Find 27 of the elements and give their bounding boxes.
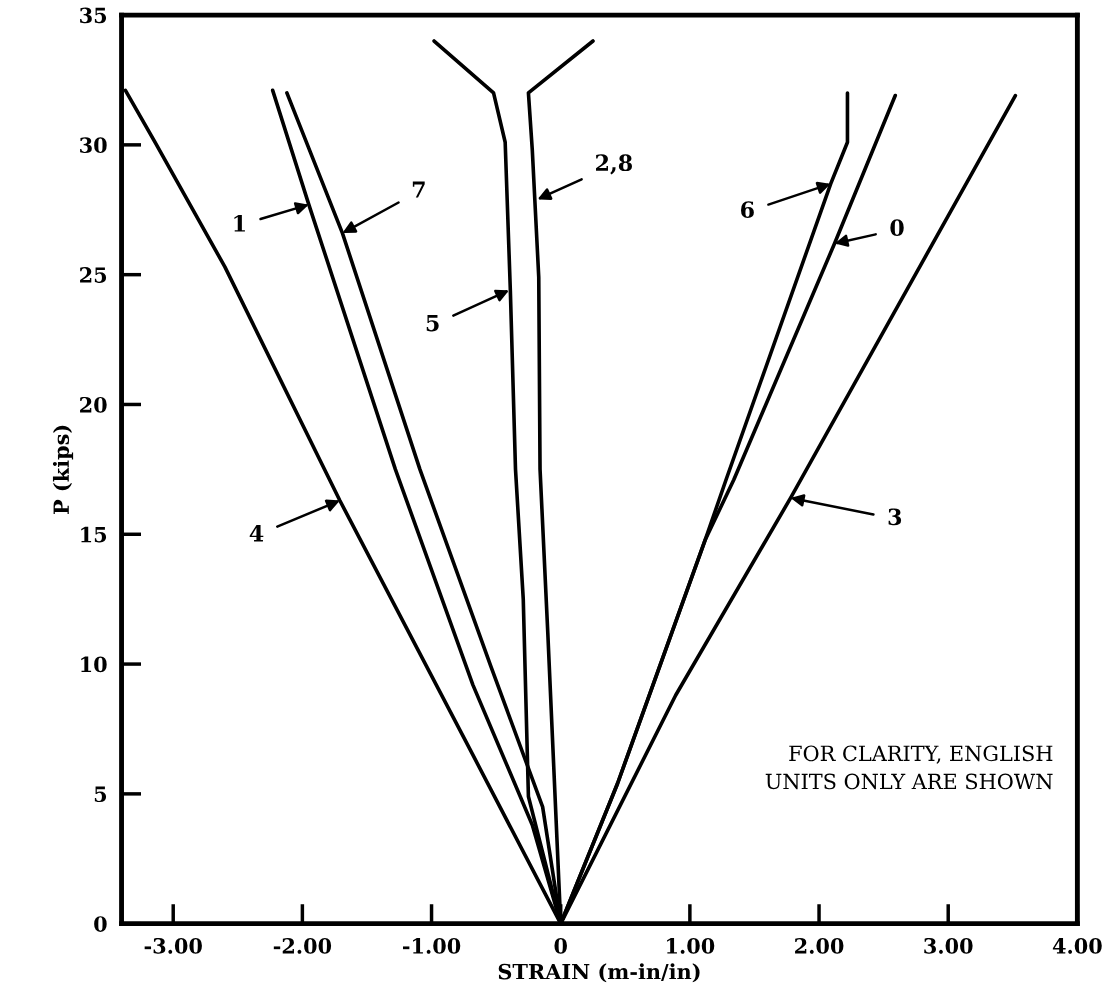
annotation: 6 [741, 201, 754, 219]
annotation: FOR CLARITY, ENGLISH UNITS ONLY ARE SHOWN [765, 745, 1053, 790]
x-tick-label: 4.00 [1052, 937, 1102, 954]
y-tick-label: 30 [80, 137, 107, 154]
y-tick-label: 25 [80, 267, 107, 283]
y-tick-label: 0 [94, 916, 107, 932]
annotation: 7 [412, 181, 425, 198]
x-tick-label: -1.00 [402, 937, 461, 954]
y-axis-title: P (kips) [52, 425, 74, 515]
x-tick-label: 1.00 [667, 937, 715, 954]
y-tick-label: 20 [80, 396, 107, 413]
x-axis-title: STRAIN (m-in/in) [498, 963, 700, 983]
x-tick-label: 2.00 [795, 937, 844, 954]
x-tick-label: -3.00 [144, 937, 202, 954]
annotation: 3 [888, 508, 902, 526]
x-tick-label: 0 [554, 937, 567, 954]
x-tick-label: -2.00 [273, 937, 332, 954]
y-tick-label: 5 [94, 786, 107, 803]
annotation: 2,8 [596, 154, 632, 175]
y-tick-label: 10 [81, 656, 107, 673]
annotation: 1 [234, 215, 245, 232]
annotation: 0 [890, 219, 904, 237]
y-tick-label: 15 [81, 526, 107, 543]
annotation: 4 [249, 524, 264, 542]
annotation: 5 [426, 314, 439, 332]
x-tick-label: 3.00 [924, 937, 973, 954]
y-tick-label: 35 [80, 7, 107, 24]
